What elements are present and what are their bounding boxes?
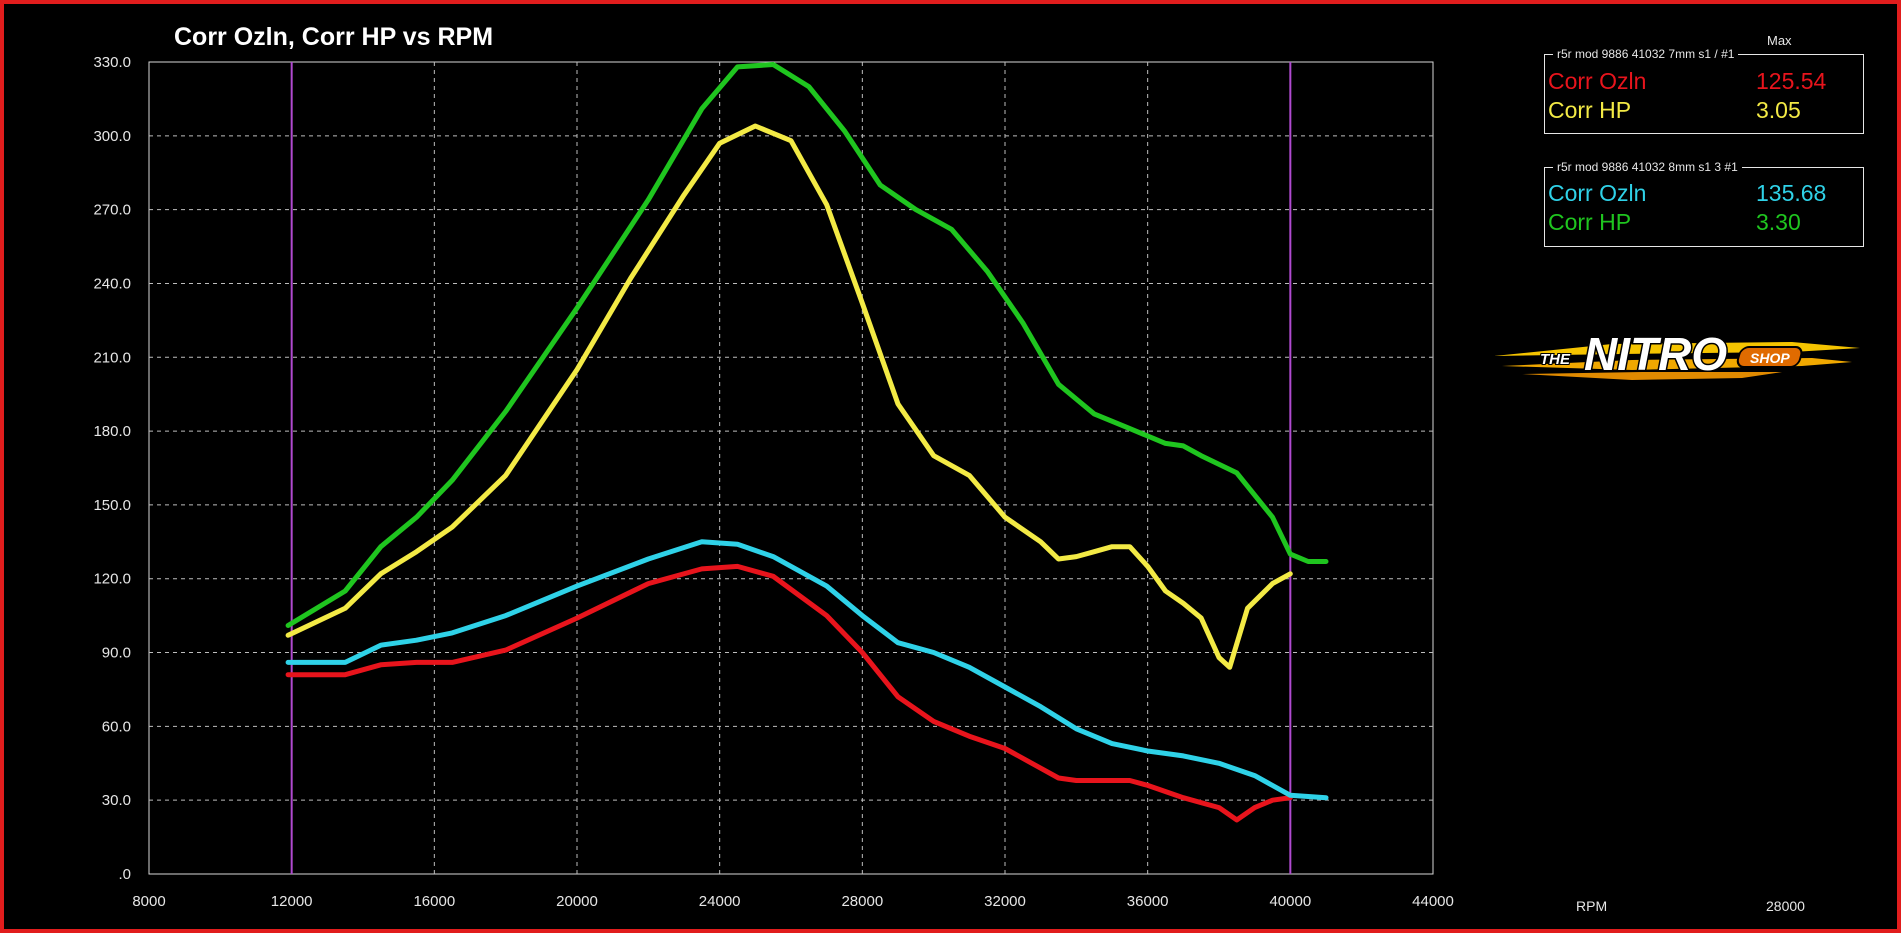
series-line [285, 123, 1293, 670]
y-tick-label: 180.0 [93, 423, 131, 440]
y-tick-label: 210.0 [93, 349, 131, 366]
plot-frame [148, 61, 1434, 875]
logo-shop-badge [1736, 346, 1803, 368]
y-tick-label: 90.0 [102, 645, 131, 662]
legend-series-value: 3.30 [1756, 209, 1801, 235]
rpm-readout-value: 28000 [1766, 898, 1805, 914]
legend-group-2: r5r mod 9886 41032 8mm s1 3 #1 Corr Ozln… [1544, 160, 1864, 247]
legend-run-label: r5r mod 9886 41032 8mm s1 3 #1 [1553, 160, 1742, 174]
x-tick-label: 36000 [1127, 893, 1169, 910]
series-line [285, 62, 1329, 628]
x-axis-label: RPM [1576, 898, 1608, 914]
legend-series-label: Corr Ozln [1548, 180, 1647, 206]
y-tick-label: 120.0 [93, 571, 131, 588]
tick-labels: 8000 12000 16000 20000 24000 28000 32000 36000 4… [93, 54, 1453, 910]
grid [148, 61, 1434, 875]
series-line [285, 539, 1329, 801]
x-tick-label: 24000 [699, 893, 741, 910]
rpm-markers [290, 62, 1292, 874]
x-tick-label: 8000 [132, 893, 165, 910]
y-tick-label: 60.0 [102, 718, 131, 735]
series-lines [285, 62, 1329, 823]
y-tick-label: 30.0 [102, 792, 131, 809]
y-tick-label: 150.0 [93, 497, 131, 514]
legend-series-label: Corr HP [1548, 209, 1632, 235]
legend-series-value: 125.54 [1756, 68, 1827, 94]
nitro-shop-logo: NITRO THE SHOP [1494, 327, 1860, 382]
logo-shop-text: SHOP [1750, 350, 1790, 366]
logo-main-text: NITRO [1584, 328, 1727, 380]
y-tick-label: 270.0 [93, 202, 131, 219]
legend-series-value: 135.68 [1756, 180, 1827, 206]
y-tick-label: 300.0 [93, 128, 131, 145]
legend-series-label: Corr HP [1548, 97, 1632, 123]
logo-the-text: THE [1540, 351, 1571, 368]
legend-series-value: 3.05 [1756, 97, 1801, 123]
legend-run-label: r5r mod 9886 41032 7mm s1 / #1 [1553, 47, 1739, 61]
y-tick-label: .0 [118, 866, 131, 883]
x-tick-label: 16000 [413, 893, 455, 910]
legend-max-header: Max [1767, 33, 1792, 48]
x-tick-label: 32000 [984, 893, 1026, 910]
chart-title: Corr Ozln, Corr HP vs RPM [174, 23, 493, 51]
y-tick-label: 240.0 [93, 275, 131, 292]
x-tick-label: 40000 [1269, 893, 1311, 910]
x-tick-label: 20000 [556, 893, 598, 910]
y-tick-label: 330.0 [93, 54, 131, 71]
x-tick-label: 12000 [271, 893, 313, 910]
x-tick-label: 44000 [1412, 893, 1454, 910]
x-tick-label: 28000 [841, 893, 883, 910]
series-line [285, 563, 1293, 823]
legend-group-1: r5r mod 9886 41032 7mm s1 / #1 Corr Ozln… [1544, 47, 1864, 134]
legend-series-label: Corr Ozln [1548, 68, 1647, 94]
